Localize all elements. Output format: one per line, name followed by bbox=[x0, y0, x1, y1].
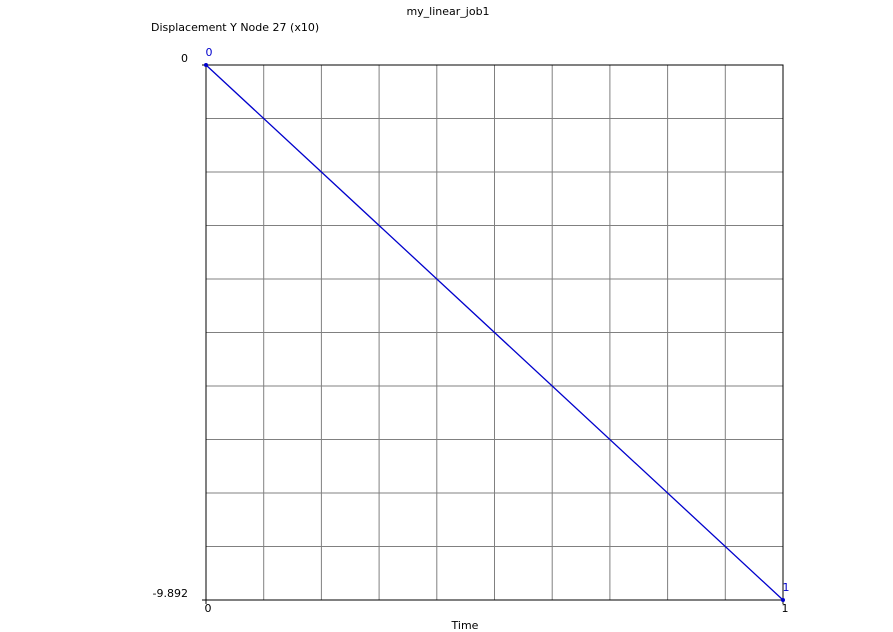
point-label: 1 bbox=[783, 581, 790, 594]
data-line bbox=[205, 64, 784, 601]
point-label: 0 bbox=[206, 46, 213, 59]
data-point bbox=[781, 598, 785, 602]
y-axis-label: Displacement Y Node 27 (x10) bbox=[151, 21, 319, 34]
y-tick-label: -9.892 bbox=[153, 587, 188, 600]
x-axis-label: Time bbox=[451, 619, 479, 632]
x-tick-label: 0 bbox=[205, 602, 212, 615]
x-tick-label: 1 bbox=[782, 602, 789, 615]
data-point bbox=[204, 63, 208, 67]
plot-border bbox=[205, 64, 784, 601]
y-tick-label: 0 bbox=[181, 52, 188, 65]
chart-title: my_linear_job1 bbox=[406, 5, 489, 18]
